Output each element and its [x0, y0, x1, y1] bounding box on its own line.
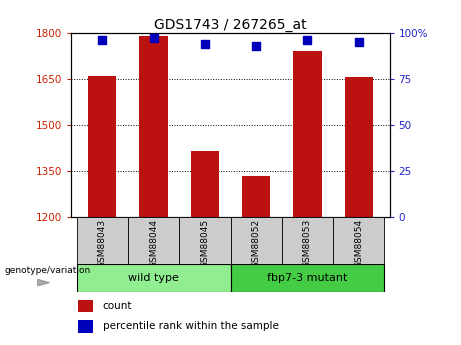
Text: GSM88045: GSM88045: [201, 219, 209, 268]
Point: [99, 37, 106, 43]
Bar: [230, 264, 384, 292]
Text: GSM88054: GSM88054: [354, 219, 363, 268]
Bar: [293, 51, 322, 217]
Polygon shape: [38, 279, 50, 286]
Text: wild type: wild type: [128, 273, 179, 283]
Bar: [333, 217, 384, 264]
Text: percentile rank within the sample: percentile rank within the sample: [103, 322, 278, 332]
Bar: [345, 77, 373, 217]
Bar: [282, 217, 333, 264]
Bar: [77, 264, 230, 292]
Text: genotype/variation: genotype/variation: [5, 266, 91, 275]
Point: [355, 39, 362, 45]
Point: [253, 43, 260, 48]
Bar: [191, 151, 219, 217]
Bar: [179, 217, 230, 264]
Point: [201, 41, 208, 47]
Bar: [78, 299, 93, 312]
Text: GSM88053: GSM88053: [303, 219, 312, 268]
Text: GSM88044: GSM88044: [149, 219, 158, 268]
Point: [304, 37, 311, 43]
Text: count: count: [103, 301, 132, 311]
Bar: [128, 217, 179, 264]
Text: GSM88052: GSM88052: [252, 219, 260, 268]
Title: GDS1743 / 267265_at: GDS1743 / 267265_at: [154, 18, 307, 32]
Text: GSM88043: GSM88043: [98, 219, 107, 268]
Text: fbp7-3 mutant: fbp7-3 mutant: [267, 273, 348, 283]
Point: [150, 36, 157, 41]
Bar: [242, 176, 270, 217]
Bar: [88, 76, 116, 217]
Bar: [139, 36, 168, 217]
Bar: [77, 217, 128, 264]
Bar: [78, 320, 93, 333]
Bar: [230, 217, 282, 264]
